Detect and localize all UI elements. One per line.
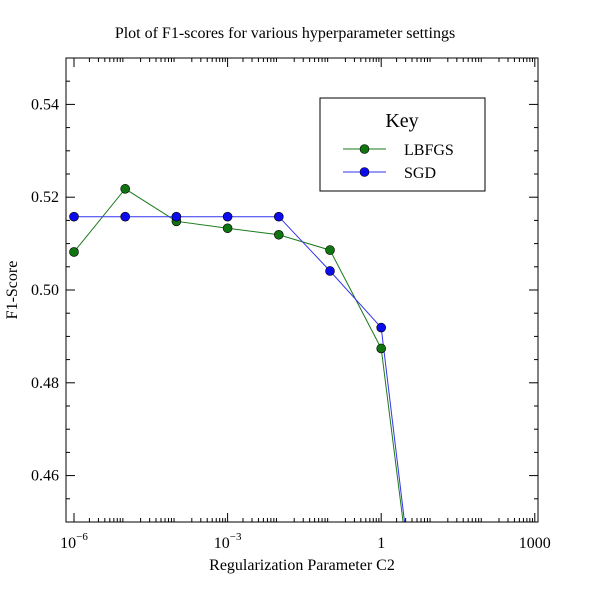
legend-marker-sgd: [359, 167, 370, 177]
data-point-sgd: [120, 211, 130, 222]
legend: Key LBFGS SGD: [319, 97, 486, 192]
x-tick-base: 10: [214, 535, 230, 552]
data-point-lbfgs: [376, 343, 387, 354]
data-point-sgd: [171, 211, 182, 222]
legend-title: Key: [385, 110, 418, 132]
x-tick-label: 1: [377, 535, 385, 552]
x-tick-exponent: −3: [230, 531, 242, 543]
legend-marker-lbfgs: [359, 144, 370, 154]
data-point-sgd: [325, 266, 335, 276]
legend-label-lbfgs: LBFGS: [404, 142, 454, 159]
legend-box: [319, 97, 486, 192]
x-tick-label: 10−3: [214, 531, 242, 552]
legend-label-sgd: SGD: [404, 165, 436, 182]
y-tick-label: 0.50: [31, 282, 59, 299]
y-axis-label: F1-Score: [4, 261, 21, 320]
x-tick-exponent: −6: [76, 531, 88, 543]
data-point-lbfgs: [120, 184, 130, 194]
data-point-sgd: [273, 211, 284, 222]
data-point-sgd: [222, 211, 233, 222]
y-tick-label: 0.54: [31, 96, 59, 113]
x-tick-base: 10: [60, 535, 76, 552]
x-tick-label: 10−6: [60, 531, 88, 552]
x-tick-label: 1000: [519, 535, 551, 552]
y-tick-label: 0.46: [31, 468, 59, 485]
y-tick-label: 0.52: [31, 189, 59, 206]
data-point-sgd: [376, 322, 387, 333]
series-line-sgd: [74, 216, 406, 522]
x-tick-base: 1000: [519, 535, 551, 552]
chart-title: Plot of F1-scores for various hyperparam…: [115, 25, 455, 42]
data-point-lbfgs: [325, 245, 335, 255]
y-tick-label: 0.48: [31, 375, 59, 392]
data-point-lbfgs: [222, 223, 233, 234]
data-point-sgd: [69, 211, 79, 222]
series-line-lbfgs: [73, 188, 404, 522]
x-tick-base: 1: [377, 535, 385, 552]
data-point-lbfgs: [69, 247, 79, 257]
x-axis-label: Regularization Parameter C2: [209, 557, 395, 574]
data-point-lbfgs: [273, 229, 284, 240]
